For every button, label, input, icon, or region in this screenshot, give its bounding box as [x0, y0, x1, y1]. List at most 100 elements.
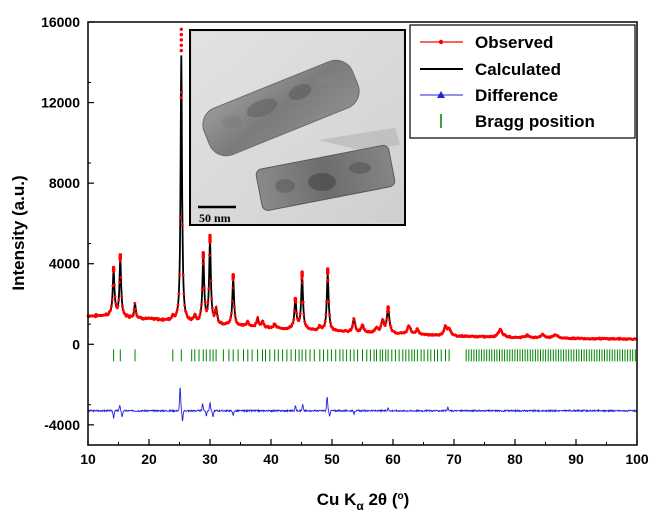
observed-point [179, 48, 183, 53]
observed-point [181, 223, 184, 227]
observed-point [271, 325, 275, 328]
observed-point [442, 329, 446, 333]
observed-point [215, 310, 219, 314]
x-tick-label: 70 [446, 451, 462, 467]
observed-point [328, 320, 332, 324]
x-tick-label: 100 [625, 451, 649, 467]
observed-point [111, 265, 116, 270]
observed-point [179, 27, 183, 31]
observed-point [255, 318, 259, 322]
observed-point [384, 321, 388, 325]
x-tick-label: 30 [202, 451, 218, 467]
observed-point [324, 313, 328, 317]
legend-item-difference: Difference [420, 86, 558, 105]
observed-point [325, 300, 328, 303]
observed-point [210, 297, 214, 300]
observed-point [378, 326, 382, 330]
observed-point [323, 324, 326, 327]
observed-point [121, 304, 124, 308]
observed-point [299, 301, 303, 305]
y-tick-label: 0 [72, 336, 80, 352]
observed-point [350, 325, 354, 328]
observed-point [214, 305, 218, 309]
observed-point [256, 316, 260, 319]
observed-point [178, 273, 181, 276]
series-group [86, 27, 638, 422]
legend-item-bragg: Bragg position [440, 112, 595, 131]
observed-point [176, 303, 180, 307]
observed-series [86, 27, 638, 341]
legend-label-difference: Difference [475, 86, 558, 105]
observed-point [202, 262, 206, 266]
legend: Observed Calculated Difference Bragg pos… [409, 24, 636, 139]
observed-point [178, 216, 182, 220]
observed-point [414, 330, 418, 333]
observed-point [121, 308, 125, 312]
observed-point [301, 281, 304, 285]
x-tick-label: 50 [324, 451, 340, 467]
observed-point [295, 311, 298, 315]
observed-point [201, 251, 205, 255]
bragg-position-marks [113, 349, 636, 362]
observed-point [134, 307, 138, 311]
y-tick-label: 12000 [41, 95, 80, 111]
observed-point [107, 313, 110, 316]
observed-point [109, 308, 113, 312]
y-tick-label: 16000 [41, 14, 80, 30]
observed-point [326, 278, 330, 282]
observed-point [208, 254, 211, 257]
observed-point [177, 292, 181, 296]
nanorod-lower [255, 128, 400, 211]
observed-point [383, 324, 387, 327]
triangle-marker-icon [437, 91, 445, 98]
legend-item-observed: Observed [420, 33, 553, 52]
observed-point [293, 296, 298, 301]
observed-point [211, 306, 214, 310]
y-tick-label: 8000 [49, 175, 80, 191]
observed-point [301, 300, 305, 304]
y-axis-title: Intensity (a.u.) [9, 175, 28, 290]
legend-box [409, 24, 636, 139]
observed-point [183, 304, 187, 307]
observed-point [119, 276, 123, 279]
observed-point [113, 283, 116, 286]
x-tick-label: 90 [568, 451, 584, 467]
legend-item-calculated: Calculated [420, 60, 561, 79]
observed-point [208, 233, 212, 238]
observed-point [297, 319, 301, 322]
observed-point [110, 298, 114, 301]
observed-point [203, 300, 207, 304]
observed-point [203, 286, 206, 290]
observed-point [185, 313, 189, 316]
observed-point [175, 310, 179, 314]
observed-point [327, 300, 331, 303]
observed-point [234, 318, 238, 322]
tem-inset-image: 50 nm [189, 29, 406, 226]
observed-point [405, 328, 409, 331]
observed-point [405, 330, 408, 334]
observed-point [199, 309, 203, 313]
observed-point [388, 319, 391, 322]
observed-point [216, 314, 220, 318]
observed-marker-icon [438, 39, 444, 45]
observed-point [179, 32, 183, 37]
observed-point [293, 309, 296, 312]
observed-point [117, 298, 121, 302]
observed-point [300, 270, 304, 274]
observed-point [120, 294, 124, 298]
observed-point [205, 307, 209, 311]
observed-point [292, 318, 296, 322]
observed-point [229, 316, 233, 319]
observed-point [361, 324, 365, 328]
y-tick-label: 4000 [49, 256, 80, 272]
observed-point [132, 313, 135, 317]
observed-point [387, 310, 391, 314]
observed-point [116, 304, 120, 308]
observed-point [200, 288, 204, 291]
observed-point [118, 253, 123, 257]
observed-point [175, 308, 179, 311]
observed-point [351, 322, 355, 326]
observed-point [230, 311, 233, 315]
x-tick-label: 10 [80, 451, 96, 467]
